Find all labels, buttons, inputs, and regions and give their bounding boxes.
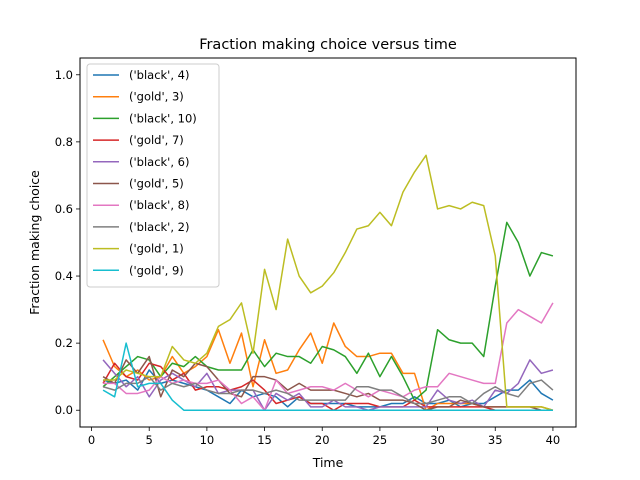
x-axis-label: Time: [312, 455, 344, 470]
x-tick-label: 35: [488, 433, 503, 447]
x-tick-label: 10: [200, 433, 215, 447]
y-axis-label: Fraction making choice: [27, 170, 42, 315]
x-axis: 0 5 10 15 20 25 30 35 40: [88, 427, 560, 447]
legend-entry: ('black', 10): [129, 111, 197, 125]
series-layer: [102, 154, 554, 411]
x-tick-label: 0: [88, 433, 95, 447]
series-line-9: [103, 154, 554, 411]
legend: ('black', 4) ('gold', 3) ('black', 10) ('go…: [86, 63, 220, 288]
legend-entry: ('gold', 3): [129, 90, 184, 104]
series-line-3: [102, 221, 554, 401]
x-tick-label: 25: [373, 433, 388, 447]
legend-entry: ('gold', 9): [129, 263, 184, 277]
legend-entry: ('black', 6): [129, 155, 189, 169]
legend-entry: ('black', 8): [129, 198, 189, 212]
plot-frame: [79, 57, 577, 428]
legend-entry: ('black', 4): [129, 68, 189, 82]
series-line-7: [103, 302, 554, 411]
y-tick-label: 1.0: [55, 68, 73, 82]
x-tick-label: 30: [430, 433, 445, 447]
series-line-6: [102, 355, 553, 411]
y-tick-label: 0.4: [55, 269, 73, 283]
y-tick-label: 0.8: [55, 135, 73, 149]
y-tick-label: 0.0: [55, 403, 73, 417]
legend-box: [86, 63, 220, 288]
x-tick-label: 15: [257, 433, 272, 447]
y-axis: 0.0 0.2 0.4 0.6 0.8 1.0: [55, 68, 80, 417]
legend-entry: ('black', 2): [129, 220, 189, 234]
series-line-10: [102, 342, 553, 411]
x-tick-label: 20: [315, 433, 330, 447]
x-tick-label: 40: [546, 433, 561, 447]
legend-entry: ('gold', 7): [129, 133, 184, 147]
series-line-5: [102, 359, 554, 411]
chart-title: Fraction making choice versus time: [199, 37, 457, 53]
legend-entry: ('gold', 1): [129, 242, 184, 256]
series-line-8: [102, 375, 554, 405]
y-tick-label: 0.6: [55, 202, 73, 216]
y-tick-label: 0.2: [55, 336, 73, 350]
legend-entry: ('gold', 5): [129, 177, 184, 191]
x-tick-label: 5: [146, 433, 153, 447]
